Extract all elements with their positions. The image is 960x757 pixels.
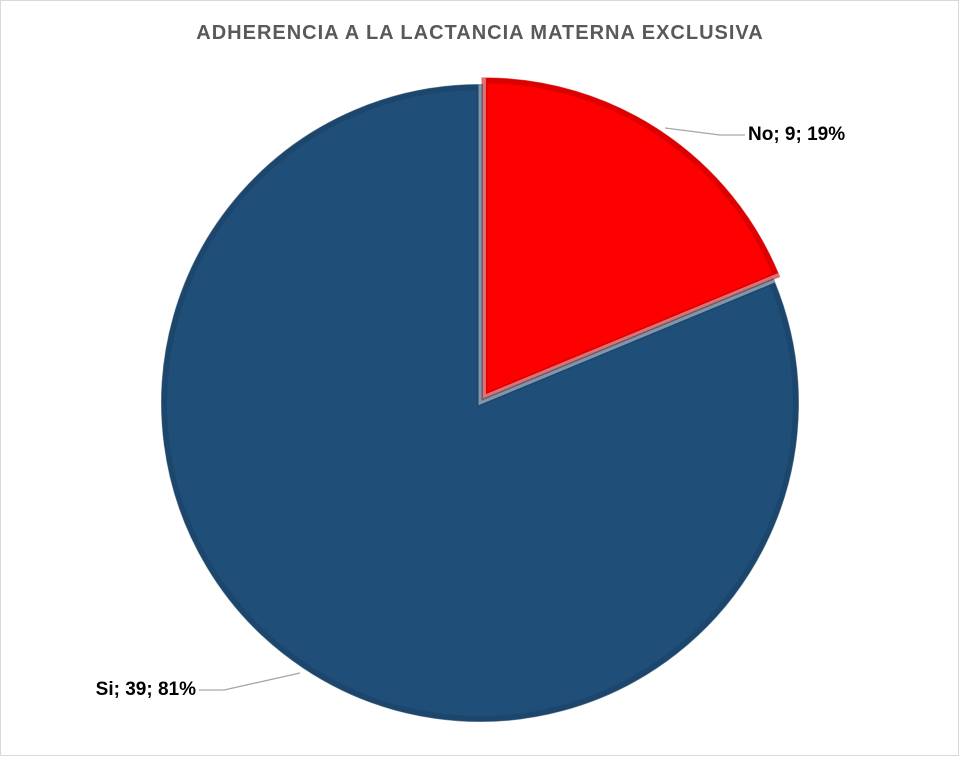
data-labels: No; 9; 19% Si; 39; 81% (96, 124, 846, 700)
pie-slice-no (482, 74, 783, 399)
chart-title: ADHERENCIA A LA LACTANCIA MATERNA EXCLUS… (196, 22, 764, 44)
leader-lines (199, 127, 745, 691)
data-label-no: No; 9; 19% (748, 124, 845, 145)
leader-line-si (199, 672, 301, 691)
leader-line-no (664, 127, 745, 136)
pie-slices (158, 74, 802, 725)
data-label-si: Si; 39; 81% (96, 679, 196, 700)
pie-slice-edge-no (481, 77, 781, 401)
pie-slice-edge-si (161, 83, 799, 722)
